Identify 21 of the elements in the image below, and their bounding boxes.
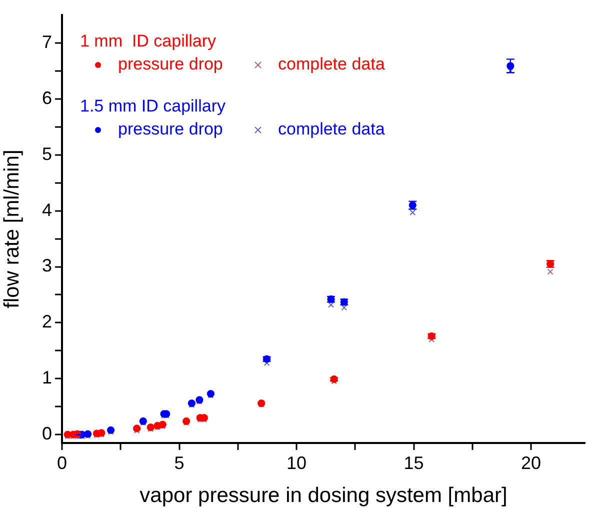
x-tick-label: 5 [174,452,184,473]
y-tick-label: 4 [42,200,52,220]
y-tick-label: 3 [42,256,52,276]
x-tick-label: 0 [56,452,68,473]
legend-label: pressure drop [118,54,223,74]
y-tick-label: 7 [42,32,52,52]
y-tick-label: 1 [42,368,52,388]
y-tick-label: 5 [42,144,52,164]
y-tick-label: 6 [42,88,52,108]
legend-label: pressure drop [118,120,223,139]
x-axis-title: vapor pressure in dosing system [mbar] [140,484,508,508]
x-tick-label: 20 [521,452,542,473]
y-tick-label: 0 [42,424,52,444]
legend-label: complete data [278,54,386,74]
annotation: 1 mm ID capillary [80,32,217,51]
legend-label: complete data [278,120,386,139]
y-axis-title: flow rate [ml/min] [0,150,24,308]
x-tick-label: 10 [286,452,307,473]
y-tick-label: 2 [42,312,52,332]
annotation: 1.5 mm ID capillary [80,96,226,116]
x-tick-label: 15 [404,452,424,473]
